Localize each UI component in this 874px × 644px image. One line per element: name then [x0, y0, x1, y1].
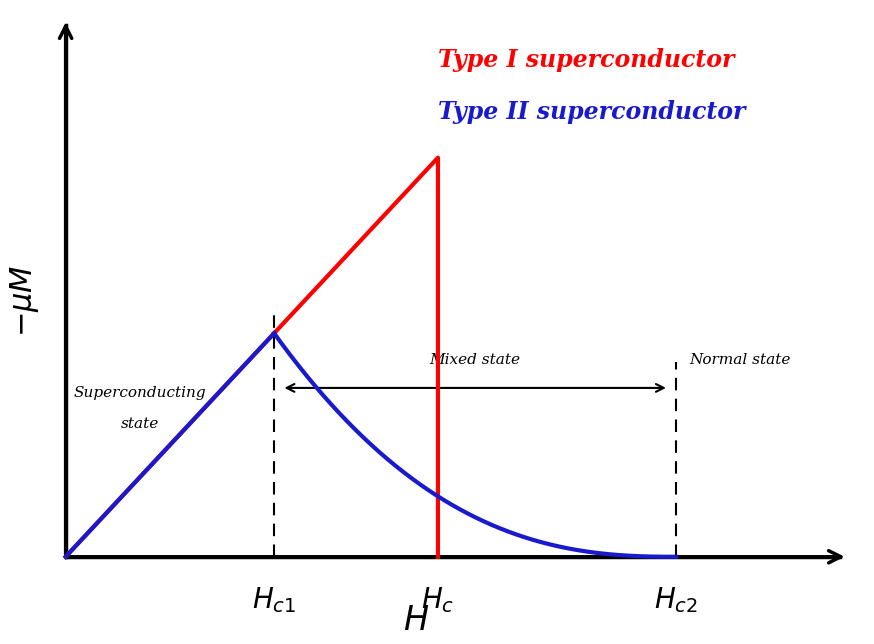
- Text: Superconducting: Superconducting: [73, 386, 206, 400]
- Text: $H$: $H$: [403, 605, 429, 638]
- Text: Mixed state: Mixed state: [430, 354, 521, 368]
- Text: $H_{c2}$: $H_{c2}$: [655, 585, 698, 615]
- Text: $H_{c1}$: $H_{c1}$: [252, 585, 296, 615]
- Text: $H_{c}$: $H_{c}$: [421, 585, 454, 615]
- Text: $-\mu M$: $-\mu M$: [8, 265, 41, 337]
- Text: Normal state: Normal state: [689, 354, 790, 368]
- Text: Type II superconductor: Type II superconductor: [438, 100, 746, 124]
- Text: state: state: [121, 417, 159, 431]
- Text: Type I superconductor: Type I superconductor: [438, 48, 734, 72]
